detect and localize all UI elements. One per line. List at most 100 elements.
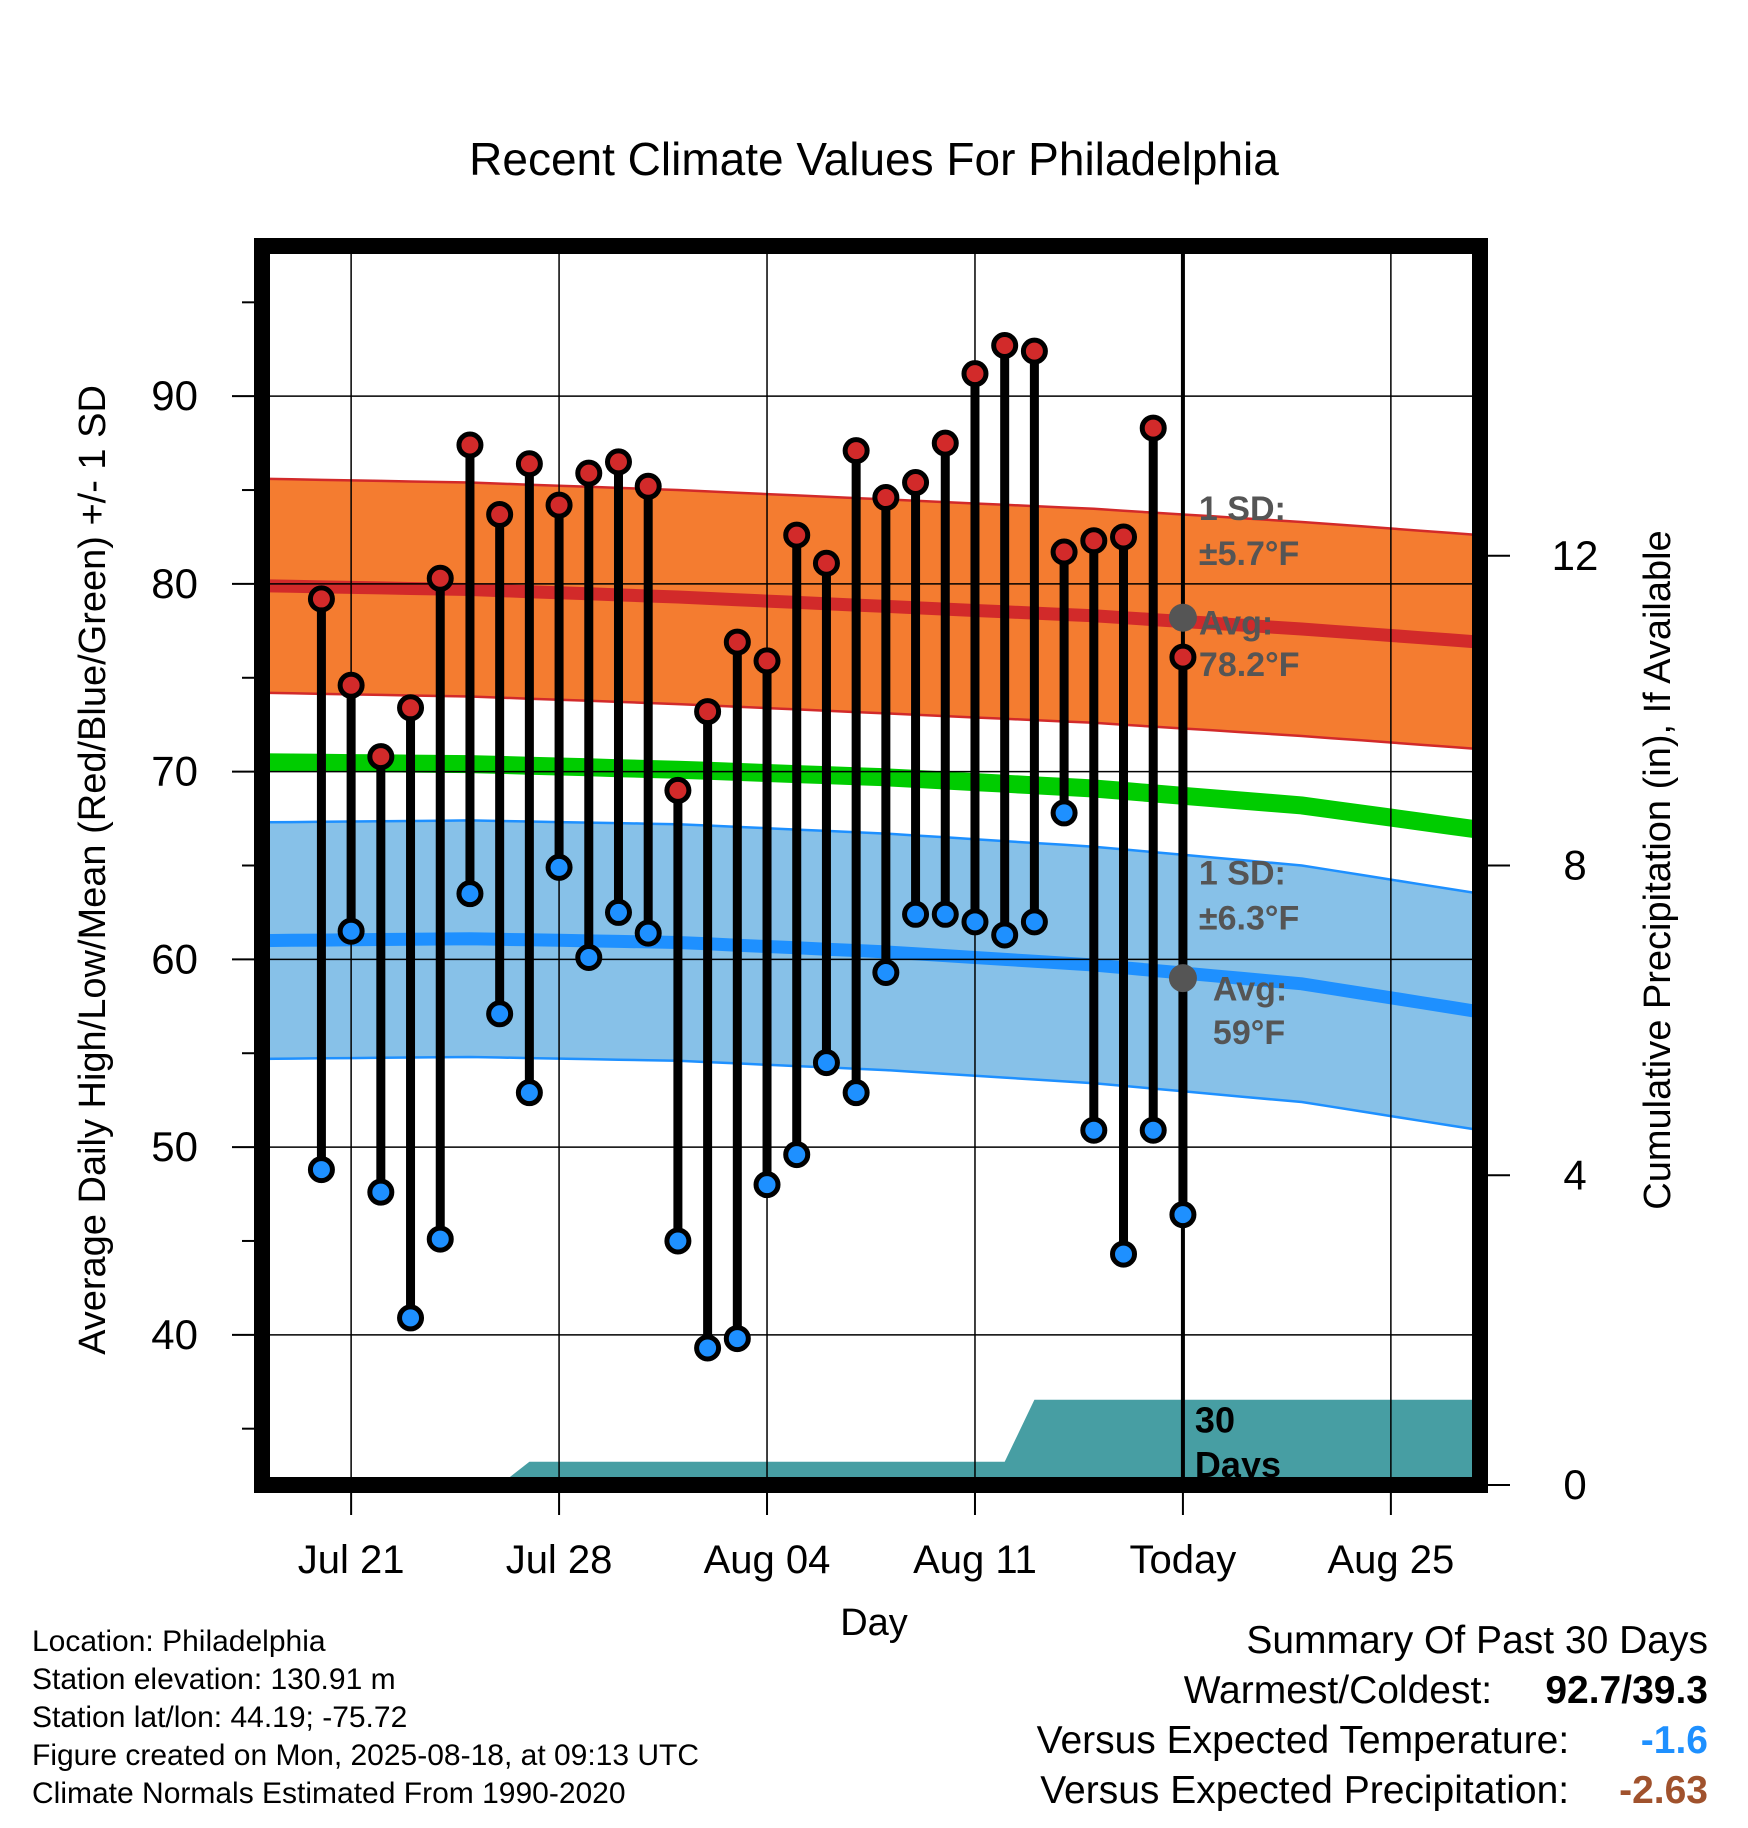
normal-low-line [262,932,1480,1019]
daily-low-point [545,853,573,881]
high-sd-value: ±5.7°F [1199,535,1299,573]
elevation-text: Station elevation: 130.91 m [32,1663,396,1696]
y-tick-label: 40 [151,1311,198,1358]
x-tick-label: Today [1130,1538,1237,1582]
daily-low-point [604,898,632,926]
daily-low-point [307,1156,335,1184]
x-tick-label: Aug 04 [704,1538,831,1582]
plot-frame [254,238,1488,1493]
x-tick-label: Jul 21 [298,1538,405,1582]
daily-low-point [515,1079,543,1107]
daily-high-point [575,459,603,487]
daily-low-point [991,921,1019,949]
x-tick-label: Jul 28 [506,1538,613,1582]
normal-low-band [262,820,1480,1131]
normal-high-band-upper [262,477,1480,537]
precip-label: Versus Expected Precipitation: [1040,1769,1570,1812]
daily-low-point [783,1141,811,1169]
daily-low-point [842,1079,870,1107]
daily-low-point [812,1049,840,1077]
x-tick-label: Aug 11 [913,1538,1037,1582]
precip-area [262,1399,1480,1485]
daily-low-point [367,1178,395,1206]
daily-low-point [694,1334,722,1362]
daily-low-point [1169,1201,1197,1229]
daily-high-point [456,431,484,459]
latlon-text: Station lat/lon: 44.19; -75.72 [32,1701,408,1734]
station-info: Location: Philadelphia Station elevation… [32,1623,699,1813]
normal-low-band-upper [262,819,1480,895]
y2-tick-label: 8 [1563,842,1586,889]
daily-low-point [931,900,959,928]
summary-panel: Summary Of Past 30 Days Warmest/Coldest:… [1037,1616,1708,1816]
low-sd-value: ±6.3°F [1199,899,1299,937]
daily-high-point [1110,523,1138,551]
normal-high-line [262,579,1480,649]
daily-low-point [902,900,930,928]
daily-high-point [902,469,930,497]
daily-high-point [604,448,632,476]
y2-tick-label: 0 [1563,1461,1586,1508]
normal-low-band-lower [262,1055,1480,1132]
daily-low-point [575,943,603,971]
summary-temp-row: Versus Expected Temperature: -1.6 [1037,1716,1708,1766]
daily-low-point [723,1325,751,1353]
daily-high-point [812,549,840,577]
high-sd-label: 1 SD: [1199,490,1286,528]
summary-title: Summary Of Past 30 Days [1246,1619,1708,1662]
today-low-avg-marker [1168,964,1197,993]
daily-high-point [991,331,1019,359]
daily-high-point [723,628,751,656]
daily-low-point [753,1171,781,1199]
y2-axis-label: Cumulative Precipitation (in), If Availa… [1637,530,1679,1209]
daily-high-point [783,521,811,549]
high-avg-label: Avg: [1199,605,1273,643]
daily-high-point [634,472,662,500]
daily-high-point [1080,527,1108,555]
daily-high-point [545,491,573,519]
daily-low-point [634,919,662,947]
y-tick-label: 50 [151,1123,198,1170]
y2-tick-label: 4 [1563,1151,1586,1198]
daily-high-point [872,484,900,512]
daily-low-point [486,1000,514,1028]
daily-high-point [961,360,989,388]
daily-low-point [1020,908,1048,936]
summary-precip-row: Versus Expected Precipitation: -2.63 [1037,1766,1708,1816]
daily-high-point [1169,643,1197,671]
normals-text: Climate Normals Estimated From 1990-2020 [32,1777,626,1810]
daily-low-point [1080,1116,1108,1144]
low-avg-value: 59°F [1213,1014,1285,1052]
daily-high-point [664,776,692,804]
daily-high-point [842,437,870,465]
daily-low-point [872,959,900,987]
y2-tick-label: 12 [1552,532,1599,579]
daily-high-point [337,671,365,699]
summary-warmest-row: Warmest/Coldest: 92.7/39.3 [1037,1666,1708,1716]
normal-high-band-lower [262,691,1480,751]
chart-title: Recent Climate Values For Philadelphia [469,133,1279,185]
daily-low-point [426,1225,454,1253]
daily-low-point [1139,1116,1167,1144]
low-sd-label: 1 SD: [1199,854,1286,892]
daily-low-point [397,1304,425,1332]
days-label-number: 30 [1195,1399,1235,1440]
location-text: Location: Philadelphia [32,1625,326,1658]
y-tick-label: 70 [151,748,198,795]
daily-low-point [1050,799,1078,827]
daily-high-point [307,585,335,613]
daily-low-point [456,880,484,908]
daily-high-point [931,429,959,457]
daily-low-point [337,917,365,945]
created-text: Figure created on Mon, 2025-08-18, at 09… [32,1739,700,1772]
normal-mean-line [262,753,1480,839]
daily-low-point [1110,1240,1138,1268]
daily-high-point [515,450,543,478]
y-tick-label: 90 [151,372,198,419]
y-tick-label: 80 [151,560,198,607]
y-axis-label: Average Daily High/Low/Mean (Red/Blue/Gr… [72,385,114,1355]
precip-value: -2.63 [1619,1769,1708,1812]
daily-high-point [694,698,722,726]
